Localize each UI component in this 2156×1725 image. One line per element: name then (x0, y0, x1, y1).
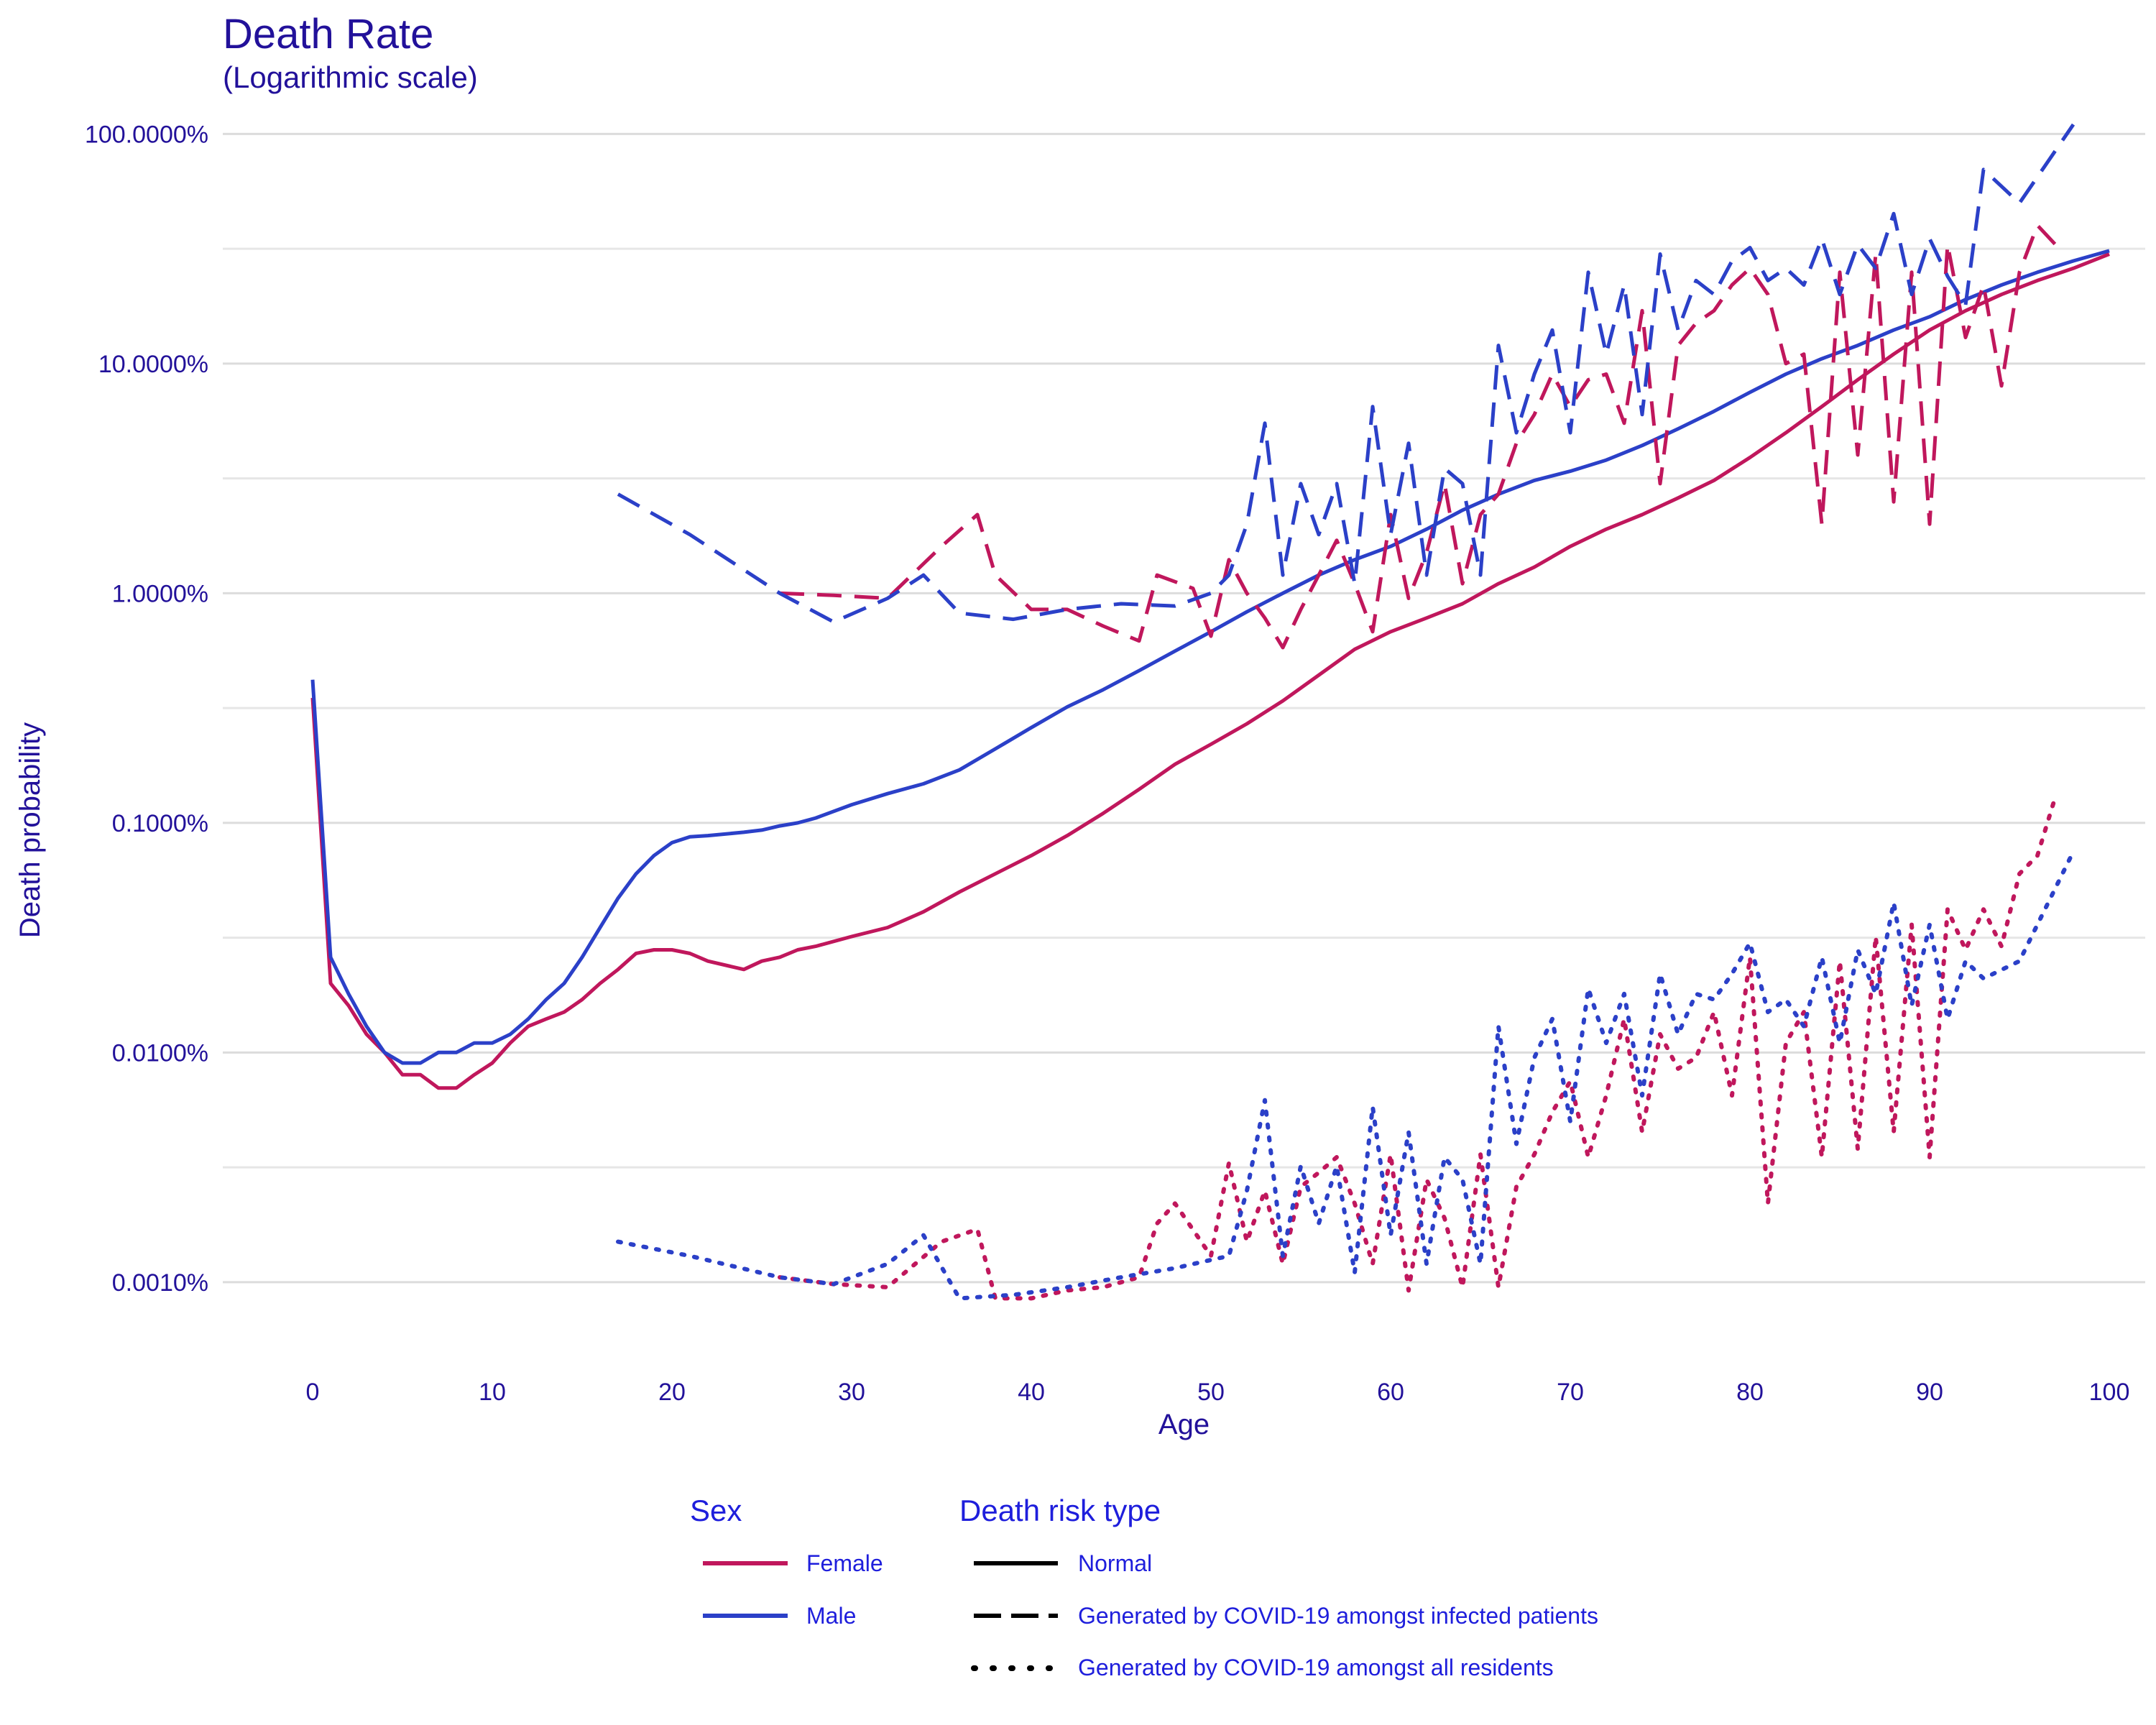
y-tick-label: 10.0000% (98, 351, 208, 378)
x-tick-label: 50 (1197, 1379, 1225, 1406)
series-lines (310, 123, 2110, 1301)
x-tick-label: 60 (1377, 1379, 1404, 1406)
chart-subtitle: (Logarithmic scale) (223, 60, 478, 94)
x-tick-label: 30 (838, 1379, 865, 1406)
x-tick-label: 90 (1916, 1379, 1943, 1406)
axes: 0.0010% 0.0100% 0.1000% 1.0000% 10.0000% 100.… (14, 121, 2129, 1440)
x-tick-label: 0 (306, 1379, 320, 1406)
legend-label-male: Male (806, 1603, 857, 1629)
legend-label-infected: Generated by COVID-19 amongst infected p… (1078, 1603, 1598, 1629)
legend-label-all-residents: Generated by COVID-19 amongst all reside… (1078, 1655, 1554, 1680)
y-tick-label: 0.1000% (112, 810, 208, 837)
y-axis-label: Death probability (14, 722, 46, 938)
y-tick-label: 0.0100% (112, 1039, 208, 1067)
series-line-male-dotted (616, 849, 2076, 1301)
legend-title-sex: Sex (690, 1494, 742, 1527)
x-tick-label: 40 (1018, 1379, 1045, 1406)
series-line-female-dotted (778, 794, 2058, 1301)
y-tick-label: 100.0000% (85, 121, 208, 148)
y-tick-label: 0.0010% (112, 1269, 208, 1297)
legend-title-risk-type: Death risk type (959, 1494, 1161, 1527)
chart-title: Death Rate (223, 11, 434, 58)
x-axis-label: Age (1158, 1409, 1210, 1440)
x-tick-label: 20 (658, 1379, 686, 1406)
x-tick-label: 70 (1557, 1379, 1584, 1406)
y-tick-label: 1.0000% (112, 580, 208, 607)
x-tick-label: 100 (2089, 1379, 2130, 1406)
series-line-female-dashed (779, 224, 2057, 650)
grid-lines (223, 132, 2145, 1284)
legend-keys (703, 1561, 1061, 1671)
x-tick-label: 80 (1736, 1379, 1764, 1406)
series-line-female-solid (310, 252, 2110, 1090)
legend-label-normal: Normal (1078, 1550, 1153, 1576)
x-tick-label: 10 (479, 1379, 506, 1406)
series-line-male-solid (310, 249, 2110, 1065)
legend-label-female: Female (806, 1550, 883, 1576)
series-line-male-dashed (617, 123, 2076, 624)
